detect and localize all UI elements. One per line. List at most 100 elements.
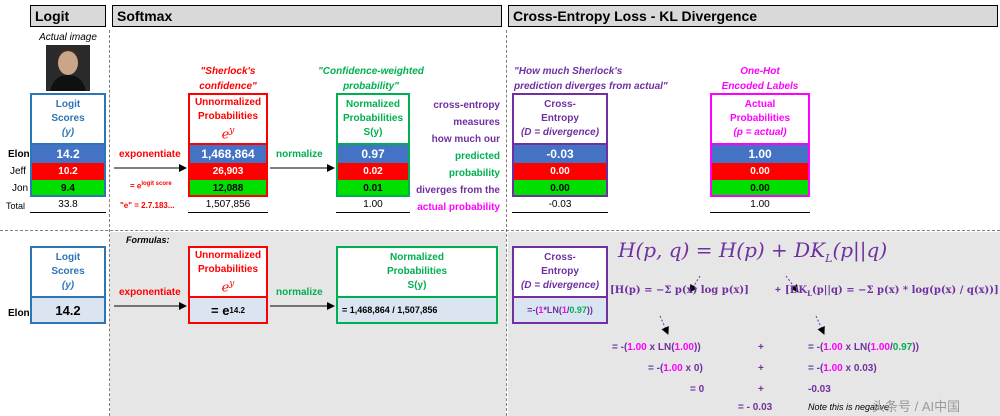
unnorm-title-2: Probabilities: [197, 110, 258, 122]
div-title-2: Entropy: [541, 113, 579, 124]
div-frame: [512, 145, 608, 197]
calc-row2-left: = -(1.00 x 0): [648, 363, 703, 374]
formula-normalize-label: normalize: [276, 287, 323, 298]
formula-unnorm-title-2: Probabilities: [197, 263, 258, 275]
ce-text-4: predicted: [454, 151, 500, 162]
name-elon: Elon: [8, 149, 30, 160]
calc-row3-plus: +: [758, 384, 764, 395]
unnorm-elon: 1,468,864: [188, 145, 268, 163]
calc-row2-right-b: 0.03: [853, 363, 874, 374]
formula-ce-title-1: Cross-: [544, 252, 576, 263]
ce-description: cross-entropy measures how much our pred…: [412, 97, 500, 216]
div-quote-2: prediction diverges from actual": [514, 81, 668, 92]
formula-unnorm-box: Unnormalized Probabilities ey: [188, 246, 268, 298]
divider-softmax-ce: [506, 30, 507, 416]
norm-total: 1.00: [336, 199, 410, 213]
dkl-eq-pre: [DK: [785, 285, 808, 296]
calc-row4-result: = - 0.03: [738, 402, 773, 413]
unnorm-jeff: 26,903: [188, 163, 268, 180]
logit-title-3: (y): [61, 127, 75, 138]
name-jeff: Jeff: [10, 166, 26, 177]
header-crossentropy: Cross-Entropy Loss - KL Divergence: [508, 5, 998, 27]
unnorm-jon: 12,088: [188, 180, 268, 197]
ce-text-5: probability: [448, 168, 500, 179]
calc-row2-left-post: ): [699, 363, 703, 374]
logit-total: 33.8: [30, 199, 106, 213]
exponentiate-label: exponentiate: [119, 149, 181, 160]
norm-jon: 0.01: [336, 180, 410, 197]
onehot-frame: [710, 145, 810, 197]
calc-row1-left-mid: x LN(: [646, 342, 675, 353]
logit-jon: 9.4: [30, 180, 106, 197]
formula-ce-mid: *LN(: [543, 305, 562, 315]
formula-unnorm-title-1: Unnormalized: [194, 249, 262, 261]
big-eq-sub: L: [825, 252, 833, 265]
formula-logit-value: 14.2: [30, 298, 106, 324]
formula-unnorm-value: = e 14.2: [188, 298, 268, 324]
onehot-jeff: 0.00: [710, 163, 810, 180]
div-total: -0.03: [512, 199, 608, 213]
calc-row2-left-mid: x: [682, 363, 694, 374]
hp-equation: [H(p) = −Σ p(x) log p(x)]: [610, 285, 749, 296]
logit-frame: [30, 145, 106, 197]
onehot-title-3: (p = actual): [733, 127, 787, 138]
unnorm-box: Unnormalized Probabilities ey: [188, 93, 268, 145]
formula-logit-title-3: (y): [61, 280, 75, 291]
divider-formulas: [0, 230, 1000, 231]
divider-logit-softmax: [109, 30, 110, 416]
dkl-eq-sub: L: [807, 289, 813, 298]
formula-unnorm-title-3: e: [221, 280, 230, 296]
norm-title-3: S(y): [363, 127, 383, 138]
formula-ce-box: Cross- Entropy (D = divergence): [512, 246, 608, 298]
big-equation: H(p, q) = H(p) + DKL(p||q): [618, 238, 887, 265]
calc-row1-plus: +: [758, 342, 764, 353]
header-softmax: Softmax: [112, 5, 502, 27]
exp-note: = elogit score: [130, 181, 172, 191]
formula-logit-box: Logit Scores (y): [30, 246, 106, 298]
formula-norm-box: Normalized Probabilities S(y): [336, 246, 498, 298]
calc-row1-right-post: )): [912, 342, 919, 353]
formula-unnorm-sup: 14.2: [229, 305, 245, 315]
dkl-eq-rest: (p||q) = −Σ p(x) * log(p(x) / q(x))]: [812, 285, 999, 296]
watermark: 头条号 / AI中国: [872, 399, 961, 414]
elon-photo: [46, 45, 90, 91]
norm-quote-2: probability": [343, 81, 399, 92]
calc-row2-right: = -(1.00 x 0.03): [808, 363, 877, 374]
formula-logit-title-1: Logit: [55, 252, 81, 263]
formula-ce-pre: =-(: [527, 305, 539, 315]
formula-unnorm-pre: = e: [210, 302, 230, 318]
onehot-box: Actual Probabilities (p = actual): [710, 93, 810, 145]
calc-row1-right-sep: /: [890, 342, 893, 353]
formula-logit-title-2: Scores: [51, 266, 85, 277]
logit-title-1: Logit: [55, 99, 81, 110]
formula-unnorm-title-sup: y: [229, 278, 235, 289]
calc-row2-plus: +: [758, 363, 764, 374]
calc-row1-right: = -(1.00 x LN(1.00/0.97)): [808, 342, 919, 353]
norm-elon: 0.97: [336, 145, 410, 163]
ce-text-6: diverges from the: [416, 185, 500, 196]
calc-row3-right: -0.03: [808, 384, 831, 395]
formula-norm-title-3: S(y): [407, 280, 427, 291]
name-jon: Jon: [12, 183, 29, 194]
norm-box: Normalized Probabilities S(y): [336, 93, 410, 145]
formulas-label: Formulas:: [126, 235, 170, 245]
formula-ce-c: 0.97: [569, 305, 587, 315]
div-title-1: Cross-: [544, 99, 576, 110]
formula-ce-post: )): [586, 305, 593, 315]
calc-row1-right-b: 1.00: [870, 342, 890, 353]
calc-row1-left-a: 1.00: [627, 342, 647, 353]
calc-row1-right-mid: x LN(: [842, 342, 871, 353]
logit-elon: 14.2: [30, 145, 106, 163]
onehot-quote-1: One-Hot: [740, 66, 780, 77]
dkl-equation: [DKL(p||q) = −Σ p(x) * log(p(x) / q(x))]: [785, 285, 999, 298]
calc-row1-left-b: 1.00: [674, 342, 694, 353]
onehot-elon: 1.00: [710, 145, 810, 163]
onehot-title-1: Actual: [744, 99, 776, 110]
formula-name-elon: Elon: [8, 308, 30, 319]
divergence-box: Cross- Entropy (D = divergence): [512, 93, 608, 145]
formula-norm-title-2: Probabilities: [386, 266, 447, 277]
big-eq-end: (p||q): [832, 238, 888, 262]
formula-ce-value: =-(1 *LN(1/0.97)): [512, 298, 608, 324]
calc-row2-left-pre: = -(: [648, 363, 664, 374]
formula-norm-title-1: Normalized: [390, 252, 444, 263]
